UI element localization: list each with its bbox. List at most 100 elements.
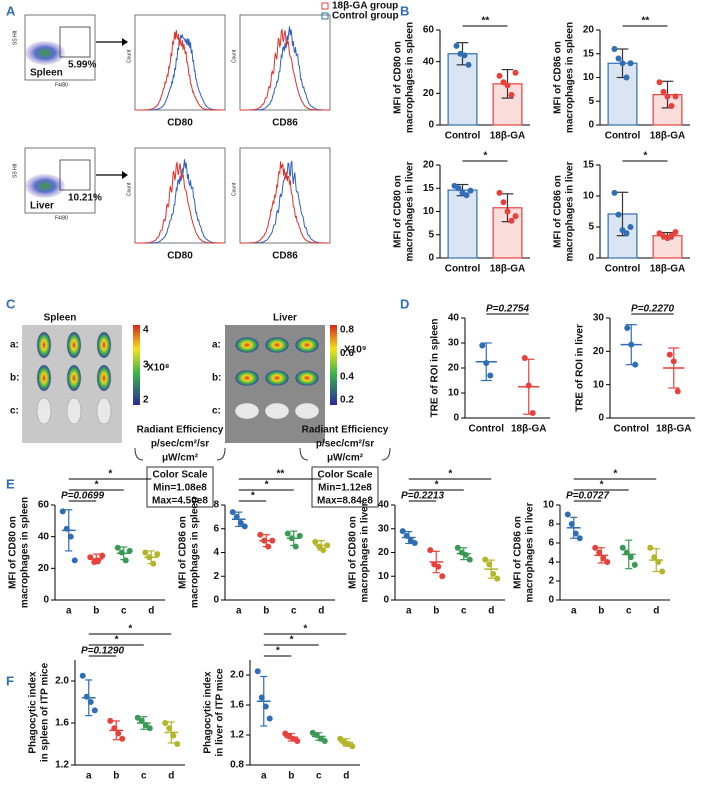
flow-population — [25, 174, 65, 198]
data-point — [349, 743, 356, 750]
data-point — [508, 217, 515, 224]
gate — [59, 159, 91, 191]
color-bar — [133, 325, 140, 405]
data-point — [467, 187, 474, 194]
data-point — [482, 556, 489, 563]
significance-label: ** — [276, 469, 285, 480]
bar — [492, 83, 523, 126]
data-point — [288, 535, 295, 542]
data-point — [269, 537, 276, 544]
data-point — [313, 732, 320, 738]
data-point — [672, 228, 679, 235]
x-tick-label: b — [113, 771, 119, 782]
data-point — [512, 213, 519, 220]
row-label: a: — [212, 340, 221, 351]
data-point — [674, 388, 681, 395]
color-bar-tick: 4 — [143, 325, 149, 336]
y-tick-label: 0 — [548, 595, 554, 606]
y-axis-label: macrophages in liver — [525, 502, 536, 602]
data-point — [67, 533, 74, 540]
data-point — [427, 547, 434, 554]
x-tick-label: c — [291, 606, 297, 617]
significance-label: * — [276, 646, 281, 657]
x-tick-label: Control — [613, 424, 649, 435]
x-tick-label: d — [343, 771, 349, 782]
data-point — [111, 725, 118, 732]
color-bar-tick: 3 — [143, 360, 149, 371]
y-tick-label: 0 — [383, 595, 389, 606]
data-point — [453, 42, 460, 49]
y-tick-label: 20 — [378, 547, 390, 558]
row-label: c: — [10, 406, 19, 417]
x-tick-label: b — [288, 771, 294, 782]
organ — [294, 369, 320, 387]
data-point — [83, 693, 90, 700]
data-point — [525, 382, 532, 389]
data-point — [99, 552, 106, 559]
organ — [294, 336, 320, 354]
data-point — [668, 103, 675, 109]
color-bar-tick: 0.2 — [340, 395, 354, 406]
data-point — [254, 668, 261, 675]
y-tick-label: 20 — [583, 25, 595, 36]
y-tick-label: 2 — [213, 571, 219, 582]
y-tick-label: 10 — [423, 206, 435, 217]
data-point — [508, 91, 515, 98]
data-point — [479, 342, 486, 349]
x-tick-label: d — [653, 606, 659, 617]
y-axis-label: macrophages in liver — [405, 161, 416, 261]
y-tick-label: 20 — [38, 563, 50, 574]
data-point — [142, 549, 149, 556]
data-point — [496, 189, 503, 196]
axis-label: Count — [231, 49, 237, 63]
x-tick-label: Control — [445, 264, 481, 275]
tissue-label: Spleen — [30, 68, 63, 79]
data-point — [146, 554, 153, 561]
data-point — [146, 725, 153, 732]
y-tick-label: 0 — [588, 253, 594, 264]
y-tick-label: 0.8 — [230, 760, 244, 771]
data-point — [284, 530, 291, 537]
x-tick-label: a — [571, 606, 577, 617]
organ — [66, 364, 82, 392]
y-tick-label: 4 — [548, 557, 554, 568]
y-tick-label: 15 — [583, 48, 595, 59]
x-tick-label: Control — [468, 424, 504, 435]
bar — [447, 189, 478, 259]
legend-label: Control group — [332, 11, 399, 22]
data-point — [600, 555, 607, 562]
data-point — [258, 694, 265, 701]
data-point — [79, 672, 86, 679]
y-tick-label: 2.0 — [55, 676, 69, 687]
y-axis-label: MFI of CD86 on — [553, 41, 564, 114]
data-point — [504, 208, 511, 215]
panel-label: A — [6, 3, 16, 18]
panel-label: D — [400, 296, 409, 311]
histogram-frame — [239, 147, 331, 244]
color-scale-max: Max=4.50e8 — [152, 496, 208, 507]
x-tick-label: d — [318, 606, 324, 617]
y-axis-label: MFI of CD80 on — [8, 516, 19, 589]
y-axis-label: TRE of ROI in liver — [575, 324, 586, 412]
organ — [234, 336, 260, 354]
legend-swatch — [321, 2, 329, 10]
gate — [59, 26, 91, 58]
data-point — [261, 537, 268, 544]
organ — [234, 369, 260, 387]
color-scale-box — [146, 466, 214, 508]
data-point — [399, 528, 406, 535]
data-point — [627, 554, 634, 561]
data-point — [631, 561, 638, 568]
data-point — [266, 715, 273, 722]
data-point — [572, 530, 579, 537]
x-tick-label: b — [93, 606, 99, 617]
y-tick-label: 5 — [588, 222, 594, 233]
color-scale-box — [311, 466, 379, 508]
x-tick-label: a — [86, 771, 92, 782]
x-tick-label: 18β-GA — [511, 424, 547, 435]
organ — [264, 402, 290, 420]
y-tick-label: 8 — [548, 519, 554, 530]
color-bar-tick: 2 — [143, 395, 149, 406]
organ — [66, 331, 82, 359]
x-tick-label: d — [148, 606, 154, 617]
